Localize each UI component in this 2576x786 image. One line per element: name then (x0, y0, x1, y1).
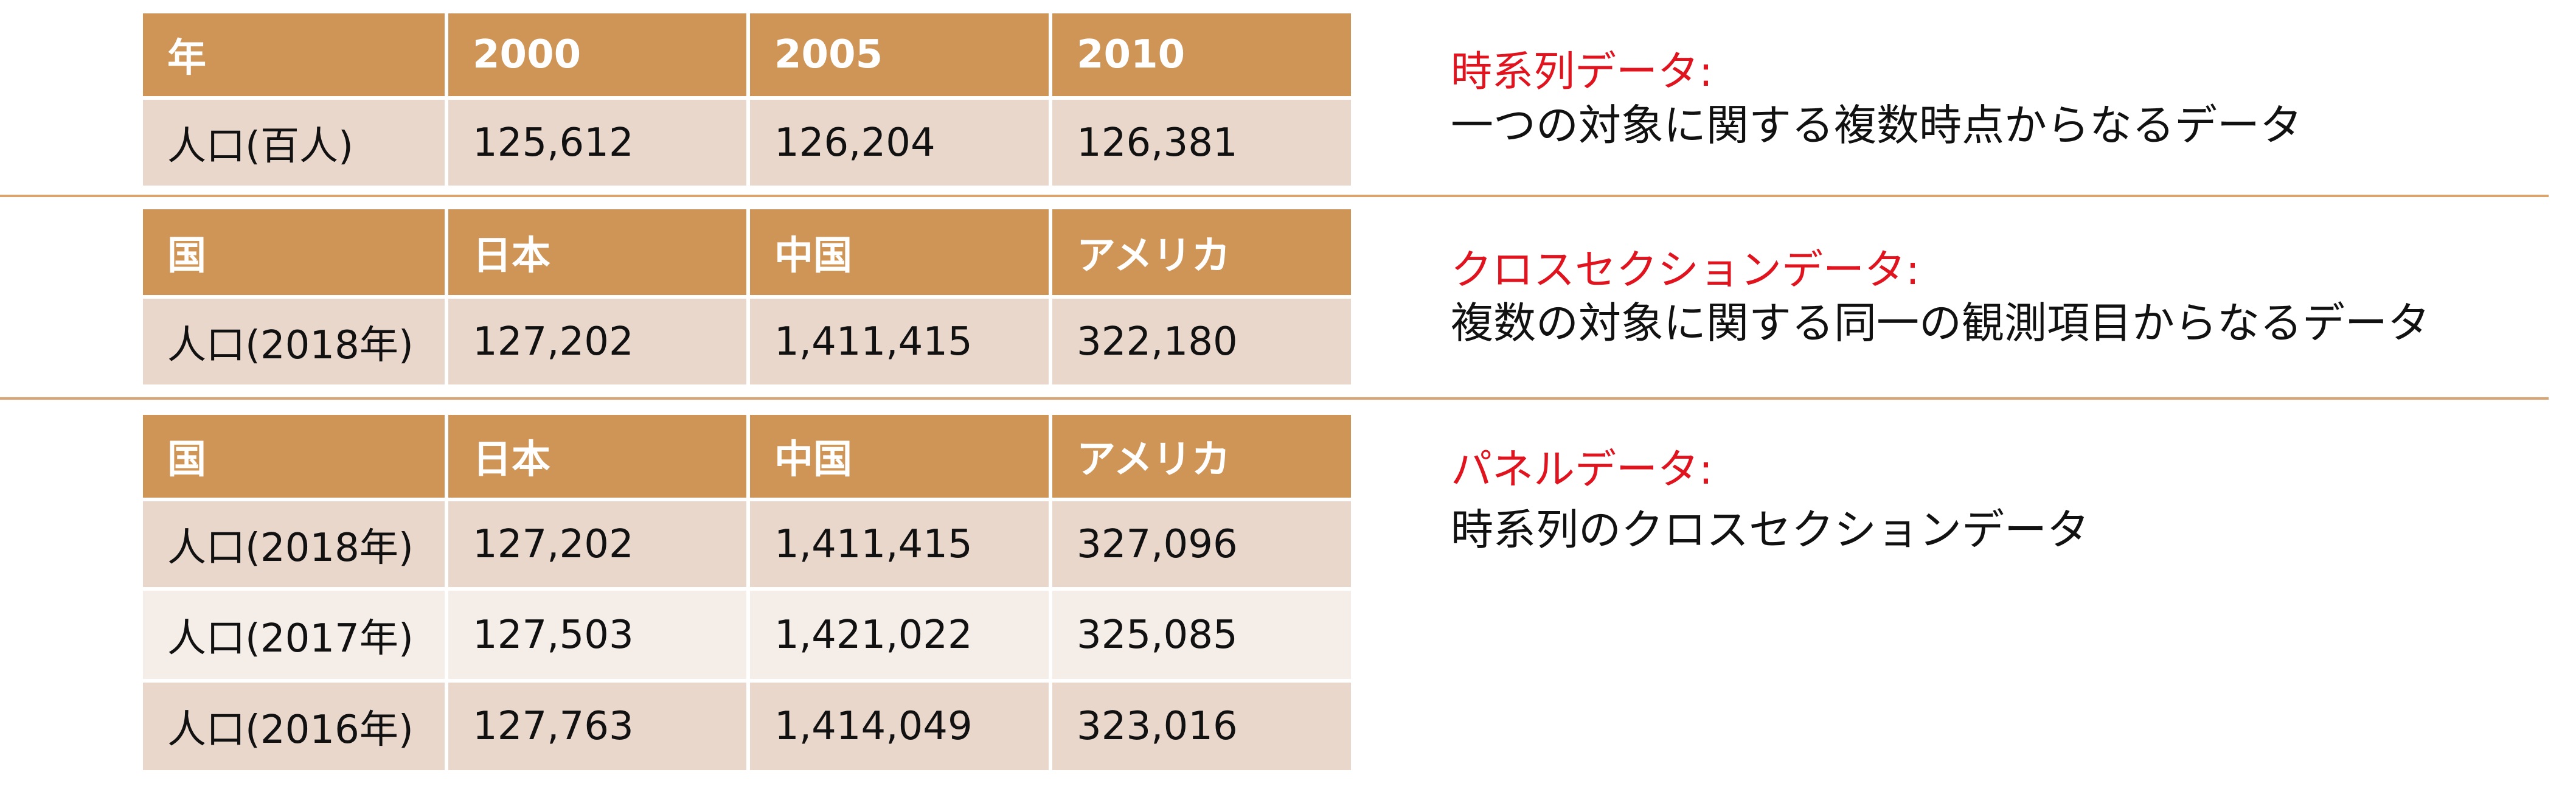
header-cell: 年 (143, 13, 448, 100)
section-title: パネルデータ: (1451, 446, 1713, 494)
table-cell: 人口(百人) (143, 100, 448, 189)
table-cell: 125,612 (448, 100, 750, 189)
table-cell: 1,411,415 (750, 501, 1052, 591)
table-cell: 126,381 (1052, 100, 1355, 189)
table-cell: 1,421,022 (750, 591, 1052, 683)
table-cell: 127,503 (448, 591, 750, 683)
header-cell: 日本 (448, 209, 750, 299)
section-description: 一つの対象に関する複数時点からなるデータ (1451, 100, 2302, 150)
section-description: 時系列のクロスセクションデータ (1451, 505, 2089, 555)
section-title: クロスセクションデータ: (1451, 246, 1920, 294)
header-cell: 国 (143, 415, 448, 501)
table-cell: 325,085 (1052, 591, 1355, 683)
table-cell: 人口(2016年) (143, 683, 448, 774)
table-cell: 322,180 (1052, 299, 1355, 388)
table-cell: 127,763 (448, 683, 750, 774)
table-cell: 1,414,049 (750, 683, 1052, 774)
section-title: 時系列データ: (1451, 48, 1713, 96)
header-cell: 2010 (1052, 13, 1355, 100)
header-cell: 日本 (448, 415, 750, 501)
header-cell: アメリカ (1052, 415, 1355, 501)
table-cell: 人口(2017年) (143, 591, 448, 683)
section-description: 複数の対象に関する同一の観測項目からなるデータ (1451, 298, 2430, 348)
table-cell: 323,016 (1052, 683, 1355, 774)
table-cell: 人口(2018年) (143, 501, 448, 591)
table-cell: 127,202 (448, 501, 750, 591)
header-cell: 中国 (750, 209, 1052, 299)
table-cell: 人口(2018年) (143, 299, 448, 388)
table-cell: 126,204 (750, 100, 1052, 189)
table-cell: 1,411,415 (750, 299, 1052, 388)
header-cell: 国 (143, 209, 448, 299)
table-cell: 327,096 (1052, 501, 1355, 591)
header-cell: 2005 (750, 13, 1052, 100)
separator (0, 397, 2549, 400)
header-cell: アメリカ (1052, 209, 1355, 299)
table-cell: 127,202 (448, 299, 750, 388)
header-cell: 中国 (750, 415, 1052, 501)
header-cell: 2000 (448, 13, 750, 100)
separator (0, 195, 2549, 197)
